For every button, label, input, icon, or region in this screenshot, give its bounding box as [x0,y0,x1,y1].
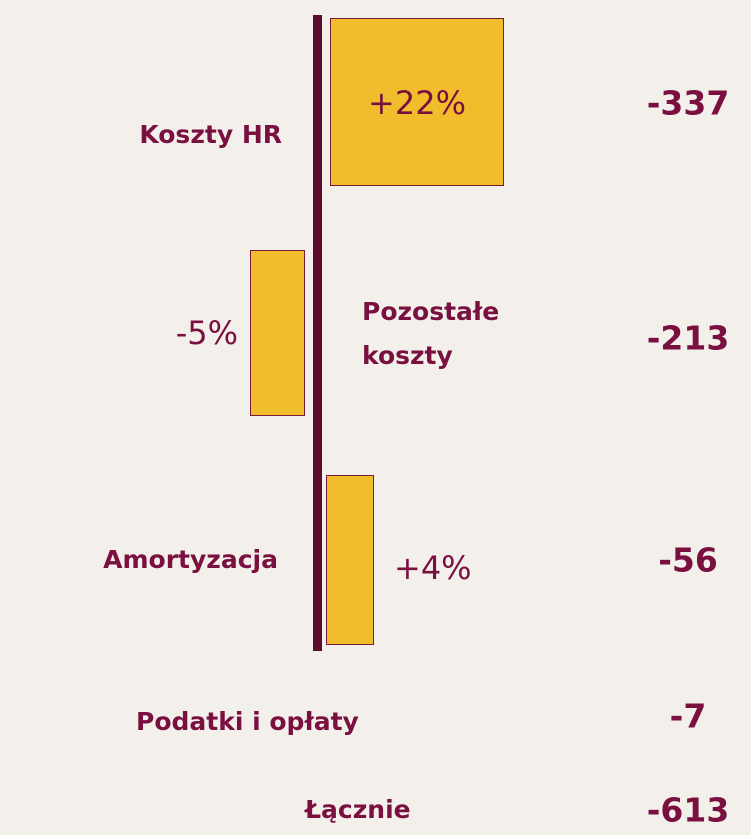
infographic: Koszty HR -337 +22% Pozostałe koszty -213 -5%… [0,0,751,835]
category-label: Koszty HR [139,113,282,157]
value-label: -5% [176,314,238,352]
category-label: Podatki i opłaty [136,700,359,744]
amount: -7 [670,697,707,736]
value-label: +4% [394,549,472,587]
bar [326,475,374,645]
amount: -337 [647,84,730,123]
amount: -56 [658,541,718,580]
category-label: Pozostałe koszty [362,290,522,378]
axis-line [313,15,322,651]
category-label: Łącznie [305,788,411,832]
amount: -213 [647,319,730,358]
value-label: +22% [368,84,466,122]
bar [250,250,305,416]
category-label: Amortyzacja [103,538,278,582]
amount: -613 [647,791,730,830]
